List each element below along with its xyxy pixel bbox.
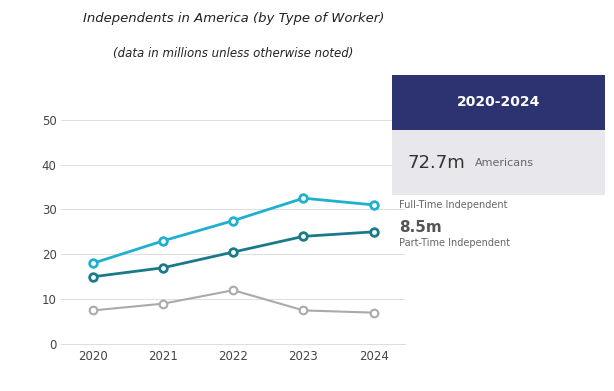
Text: Americans: Americans (475, 158, 534, 167)
Text: Part-Time Independent: Part-Time Independent (399, 237, 510, 248)
Text: (data in millions unless otherwise noted): (data in millions unless otherwise noted… (113, 47, 354, 60)
Text: Occasional Independent: Occasional Independent (399, 163, 518, 173)
Text: Full-Time Independent: Full-Time Independent (399, 200, 508, 210)
Text: 2020-2024: 2020-2024 (457, 95, 540, 109)
Text: 72.7m: 72.7m (407, 154, 465, 172)
Text: 27.7m: 27.7m (399, 183, 453, 198)
Text: 36.5m: 36.5m (399, 145, 453, 161)
Text: Independents in America (by Type of Worker): Independents in America (by Type of Work… (83, 12, 384, 25)
Text: 8.5m: 8.5m (399, 220, 442, 235)
